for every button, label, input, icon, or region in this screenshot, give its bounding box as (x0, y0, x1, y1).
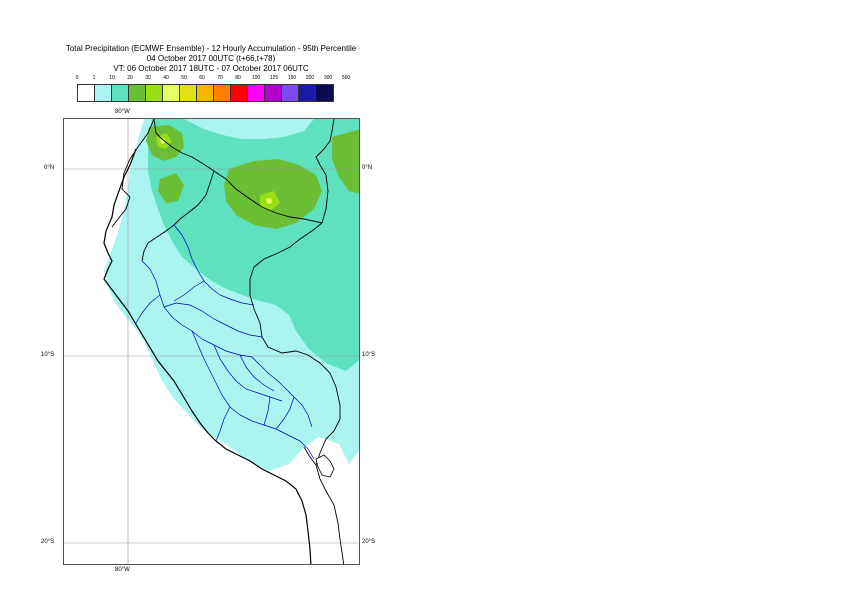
legend-swatch (282, 85, 299, 101)
legend-tick-labels: 0 1 10 20 30 40 50 60 70 80 100 125 150 … (68, 75, 368, 83)
lat-label-20-right: 20°S (362, 539, 376, 545)
legend-swatch (316, 85, 333, 101)
legend-swatch (78, 85, 95, 101)
map-title: Total Precipitation (ECMWF Ensemble) - 1… (65, 44, 357, 53)
map-svg (64, 119, 359, 564)
legend-tick: 100 (251, 75, 261, 81)
legend-tick: 125 (269, 75, 279, 81)
legend-swatch (214, 85, 231, 101)
color-legend (77, 84, 334, 102)
lon-label-top: 80°W (115, 109, 130, 115)
legend-swatch (197, 85, 214, 101)
legend-swatch (180, 85, 197, 101)
lon-label-bottom: 80°W (115, 567, 130, 573)
legend-tick: 1 (92, 75, 96, 81)
legend-tick: 60 (199, 75, 205, 81)
legend-tick: 20 (127, 75, 133, 81)
legend-tick: 50 (181, 75, 187, 81)
precip-hotspot-dot-central (266, 198, 272, 204)
legend-swatch (146, 85, 163, 101)
precip-area-green-west (158, 173, 184, 203)
legend-tick: 200 (305, 75, 315, 81)
legend-swatch (265, 85, 282, 101)
legend-tick: 10 (109, 75, 115, 81)
precip-area-green-east (332, 129, 359, 194)
lat-label-0-left: 0°N (44, 165, 55, 171)
map-valid-time: VT: 06 October 2017 18UTC - 07 October 2… (113, 64, 309, 73)
legend-tick: 150 (287, 75, 297, 81)
legend-tick: 70 (217, 75, 223, 81)
legend-swatch (129, 85, 146, 101)
legend-tick: 500 (341, 75, 351, 81)
legend-tick: 300 (323, 75, 333, 81)
legend-tick: 0 (75, 75, 79, 81)
coastline (103, 148, 312, 564)
map-run-time: 04 October 2017 00UTC (t+66,t+78) (146, 54, 276, 63)
legend-tick: 30 (145, 75, 151, 81)
legend-swatch (95, 85, 112, 101)
lat-label-10-right: 10°S (362, 352, 376, 358)
legend-tick: 80 (235, 75, 241, 81)
legend-swatch (248, 85, 265, 101)
lake-titicaca (315, 454, 335, 478)
legend-tick: 40 (163, 75, 169, 81)
lat-label-20-left: 20°S (41, 539, 55, 545)
regional-borders (135, 224, 315, 460)
lat-label-10-left: 10°S (41, 352, 55, 358)
legend-swatch (112, 85, 129, 101)
legend-swatch (299, 85, 316, 101)
lat-label-0-right: 0°N (362, 165, 373, 171)
legend-swatch (163, 85, 180, 101)
precipitation-map (63, 118, 360, 565)
precip-hotspot-dot-north (160, 138, 166, 144)
legend-swatch (231, 85, 248, 101)
precip-area-light-ne (184, 119, 314, 139)
